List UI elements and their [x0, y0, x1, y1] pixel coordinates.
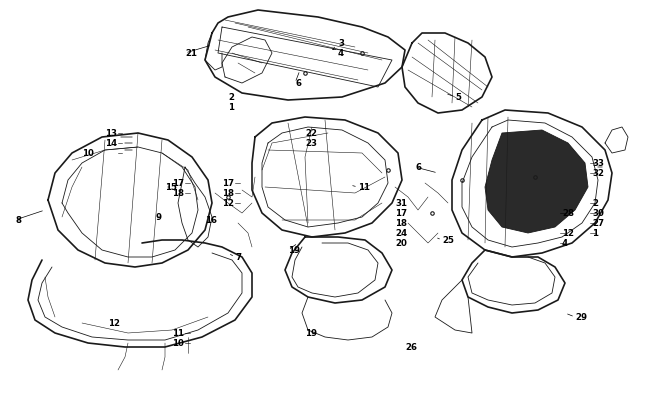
Text: 18: 18	[395, 219, 407, 228]
Text: 11: 11	[172, 329, 184, 338]
Text: 7: 7	[235, 253, 241, 262]
Text: 9: 9	[155, 213, 161, 222]
Text: 30: 30	[592, 209, 604, 218]
Text: 17: 17	[222, 179, 234, 188]
Text: 11: 11	[358, 183, 370, 192]
Text: 14: 14	[105, 139, 117, 148]
Text: 19: 19	[288, 246, 300, 255]
Text: 5: 5	[455, 93, 461, 102]
Text: 25: 25	[442, 236, 454, 245]
Text: 16: 16	[205, 216, 217, 225]
Text: 17: 17	[172, 179, 184, 188]
Text: 2: 2	[592, 199, 598, 208]
Polygon shape	[485, 131, 588, 233]
Text: 1: 1	[592, 229, 598, 238]
Text: 32: 32	[592, 169, 604, 178]
Text: 10: 10	[82, 149, 94, 158]
Text: 3: 3	[338, 39, 344, 48]
Text: 28: 28	[562, 209, 574, 218]
Text: 10: 10	[172, 339, 184, 347]
Text: 23: 23	[305, 139, 317, 148]
Text: 27: 27	[592, 219, 604, 228]
Text: 29: 29	[575, 313, 587, 322]
Text: 13: 13	[105, 129, 117, 138]
Text: 20: 20	[395, 239, 407, 248]
Text: 33: 33	[592, 159, 604, 168]
Text: 19: 19	[305, 329, 317, 338]
Text: 6: 6	[295, 79, 301, 88]
Text: 1: 1	[228, 103, 234, 112]
Text: 22: 22	[305, 129, 317, 138]
Text: 31: 31	[395, 199, 407, 208]
Text: 4: 4	[562, 239, 568, 248]
Text: 26: 26	[405, 343, 417, 352]
Text: 6: 6	[415, 163, 421, 172]
Text: 2: 2	[228, 93, 234, 102]
Text: 4: 4	[338, 49, 344, 58]
Text: 12: 12	[222, 199, 234, 208]
Text: 18: 18	[222, 189, 234, 198]
Text: 8: 8	[15, 216, 21, 225]
Text: 21: 21	[185, 49, 197, 58]
Text: 15: 15	[165, 183, 177, 192]
Text: 18: 18	[172, 189, 184, 198]
Text: 17: 17	[395, 209, 407, 218]
Text: 12: 12	[562, 229, 574, 238]
Text: 24: 24	[395, 229, 407, 238]
Text: 12: 12	[108, 319, 120, 328]
